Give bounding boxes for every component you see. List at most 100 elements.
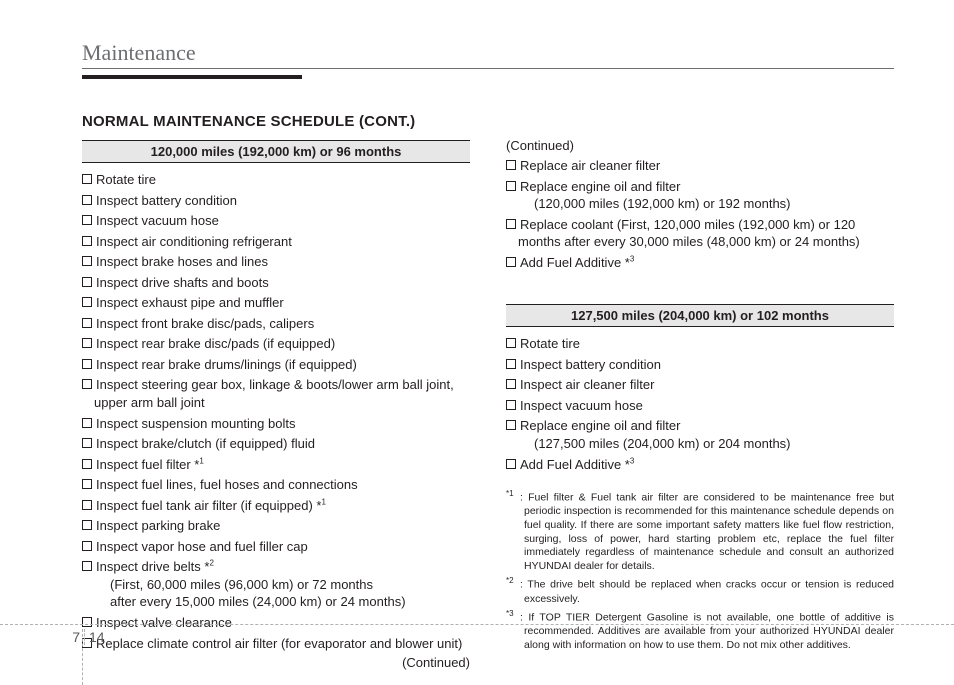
interval-band-127k: 127,500 miles (204,000 km) or 102 months (506, 304, 894, 327)
bullet-box-icon (506, 379, 516, 389)
footnote: *2: The drive belt should be replaced wh… (506, 576, 894, 606)
item-text: Inspect drive shafts and boots (96, 275, 269, 290)
content-columns: 120,000 miles (192,000 km) or 96 months … (82, 138, 894, 670)
item-text: Replace engine oil and filter (520, 418, 680, 433)
bullet-box-icon (82, 215, 92, 225)
bullet-box-icon (506, 160, 516, 170)
item-text: Inspect vacuum hose (520, 398, 643, 413)
item-text: Inspect fuel filter * (96, 457, 199, 472)
bullet-box-icon (82, 318, 92, 328)
bullet-box-icon (82, 174, 92, 184)
list-item: Inspect fuel lines, fuel hoses and conne… (82, 476, 470, 494)
list-item: Add Fuel Additive *3 (506, 254, 894, 272)
item-text: Inspect fuel lines, fuel hoses and conne… (96, 477, 358, 492)
bullet-box-icon (82, 359, 92, 369)
page-number-block: 714 (0, 629, 954, 645)
item-text: Rotate tire (520, 336, 580, 351)
interval-band-120k: 120,000 miles (192,000 km) or 96 months (82, 140, 470, 163)
list-item: Replace engine oil and filter (127,500 mi… (506, 417, 894, 452)
list-item: Inspect drive belts *2 (First, 60,000 mil… (82, 558, 470, 611)
list-item: Inspect parking brake (82, 517, 470, 535)
item-text: Replace coolant (First, 120,000 miles (1… (518, 217, 860, 250)
item-subtext: (First, 60,000 miles (96,000 km) or 72 m… (94, 576, 470, 594)
bullet-box-icon (82, 277, 92, 287)
bullet-box-icon (82, 379, 92, 389)
footer-dotted-rule (0, 624, 954, 625)
bullet-box-icon (506, 257, 516, 267)
list-item: Inspect battery condition (82, 192, 470, 210)
footnote-ref: 3 (630, 254, 634, 263)
bullet-box-icon (82, 500, 92, 510)
right-bottom-item-list: Rotate tire Inspect battery condition Insp… (506, 335, 894, 473)
item-text: Inspect air conditioning refrigerant (96, 234, 292, 249)
bullet-box-icon (82, 459, 92, 469)
footnote-ref: 2 (209, 559, 213, 568)
list-item: Rotate tire (82, 171, 470, 189)
item-subtext: (127,500 miles (204,000 km) or 204 month… (518, 435, 894, 453)
list-item: Inspect fuel tank air filter (if equippe… (82, 497, 470, 515)
page-footer: 714 (0, 624, 954, 645)
item-text: Add Fuel Additive * (520, 255, 630, 270)
list-item: Inspect steering gear box, linkage & boo… (82, 376, 470, 411)
list-item: Inspect rear brake drums/linings (if equ… (82, 356, 470, 374)
item-text: Inspect fuel tank air filter (if equippe… (96, 498, 321, 513)
bullet-box-icon (506, 181, 516, 191)
item-text: Inspect parking brake (96, 518, 220, 533)
item-text: Inspect rear brake disc/pads (if equippe… (96, 336, 335, 351)
item-text: Add Fuel Additive * (520, 457, 630, 472)
list-item: Inspect vacuum hose (506, 397, 894, 415)
list-item: Inspect front brake disc/pads, calipers (82, 315, 470, 333)
section-title: Maintenance (82, 40, 894, 69)
footnote-label: *2 (506, 576, 520, 586)
item-text: Inspect vacuum hose (96, 213, 219, 228)
list-item: Inspect brake hoses and lines (82, 253, 470, 271)
item-text: Inspect battery condition (520, 357, 661, 372)
list-item: Inspect vacuum hose (82, 212, 470, 230)
item-text: Inspect suspension mounting bolts (96, 416, 295, 431)
list-item: Add Fuel Additive *3 (506, 456, 894, 474)
item-text: Inspect steering gear box, linkage & boo… (94, 377, 454, 410)
footnote-text: : Fuel filter & Fuel tank air filter are… (520, 492, 894, 572)
item-text: Inspect brake hoses and lines (96, 254, 268, 269)
list-item: Replace coolant (First, 120,000 miles (1… (506, 216, 894, 251)
bullet-box-icon (82, 236, 92, 246)
bullet-box-icon (82, 520, 92, 530)
list-item: Rotate tire (506, 335, 894, 353)
manual-page: Maintenance NORMAL MAINTENANCE SCHEDULE … (0, 0, 954, 685)
list-item: Inspect rear brake disc/pads (if equippe… (82, 335, 470, 353)
item-text: Inspect drive belts * (96, 559, 209, 574)
list-item: Inspect battery condition (506, 356, 894, 374)
right-top-item-list: Replace air cleaner filterReplace engine… (506, 157, 894, 271)
item-text: Inspect front brake disc/pads, calipers (96, 316, 314, 331)
right-column: (Continued) Replace air cleaner filterRe… (506, 138, 894, 670)
bullet-box-icon (82, 195, 92, 205)
section-title-rule (82, 75, 302, 79)
item-text: Inspect battery condition (96, 193, 237, 208)
left-item-list: Rotate tire Inspect battery condition Insp… (82, 171, 470, 652)
list-item: Inspect air cleaner filter (506, 376, 894, 394)
footnote-label: *3 (506, 609, 520, 619)
list-item: Replace engine oil and filter(120,000 mi… (506, 178, 894, 213)
footnote: *1: Fuel filter & Fuel tank air filter a… (506, 489, 894, 573)
bullet-box-icon (82, 418, 92, 428)
bullet-box-icon (82, 561, 92, 571)
page-heading: NORMAL MAINTENANCE SCHEDULE (CONT.) (82, 113, 894, 130)
bullet-box-icon (506, 459, 516, 469)
list-item: Inspect brake/clutch (if equipped) fluid (82, 435, 470, 453)
footnote-ref: 1 (199, 456, 203, 465)
bullet-box-icon (82, 297, 92, 307)
list-item: Inspect vapor hose and fuel filler cap (82, 538, 470, 556)
footnote-label: *1 (506, 489, 520, 499)
bullet-box-icon (506, 420, 516, 430)
bullet-box-icon (82, 338, 92, 348)
item-text: Inspect vapor hose and fuel filler cap (96, 539, 308, 554)
item-text: Inspect rear brake drums/linings (if equ… (96, 357, 357, 372)
bullet-box-icon (506, 338, 516, 348)
continued-from-indicator: (Continued) (506, 138, 894, 153)
page-number: 14 (85, 629, 105, 645)
vertical-dash (82, 629, 83, 685)
bullet-box-icon (506, 219, 516, 229)
bullet-box-icon (506, 400, 516, 410)
footnote-ref: 3 (630, 456, 634, 465)
item-text: Inspect exhaust pipe and muffler (96, 295, 284, 310)
